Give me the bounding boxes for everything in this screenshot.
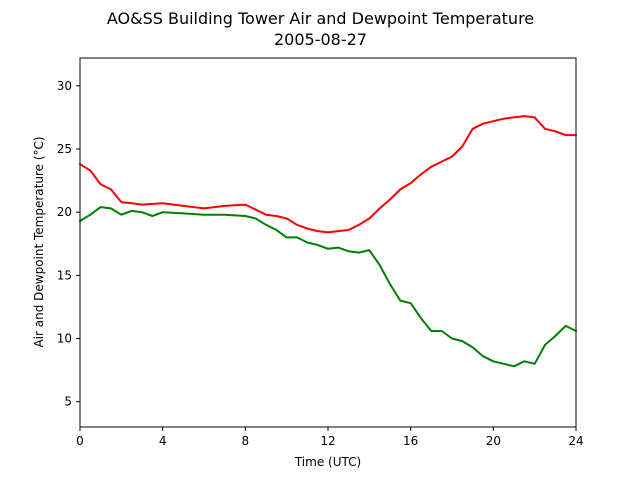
chart-subtitle: 2005-08-27 xyxy=(274,30,367,49)
x-tick-label: 0 xyxy=(76,434,84,448)
x-tick-label: 16 xyxy=(403,434,418,448)
y-tick-label: 5 xyxy=(64,395,72,409)
axes-layer: 0 4 8 12 16 20 24 5 10 15 20 25 30 xyxy=(57,57,584,448)
series-layer xyxy=(79,115,577,368)
x-tick-label: 20 xyxy=(486,434,501,448)
y-tick-label: 30 xyxy=(57,79,72,93)
chart-title: AO&SS Building Tower Air and Dewpoint Te… xyxy=(107,9,534,28)
x-tick-label: 4 xyxy=(159,434,167,448)
y-tick-label: 25 xyxy=(57,142,72,156)
x-tick-label: 24 xyxy=(568,434,583,448)
y-tick-label: 20 xyxy=(57,205,72,219)
y-tick-label: 15 xyxy=(57,268,72,282)
x-axis-label: Time (UTC) xyxy=(294,455,361,469)
y-tick-label: 10 xyxy=(57,332,72,346)
x-tick-label: 8 xyxy=(242,434,250,448)
plot-frame xyxy=(79,57,577,428)
series-line-1 xyxy=(79,115,577,234)
y-axis-label: Air and Dewpoint Temperature (°C) xyxy=(32,136,46,347)
series-line-2 xyxy=(79,206,577,368)
x-tick-label: 12 xyxy=(320,434,335,448)
